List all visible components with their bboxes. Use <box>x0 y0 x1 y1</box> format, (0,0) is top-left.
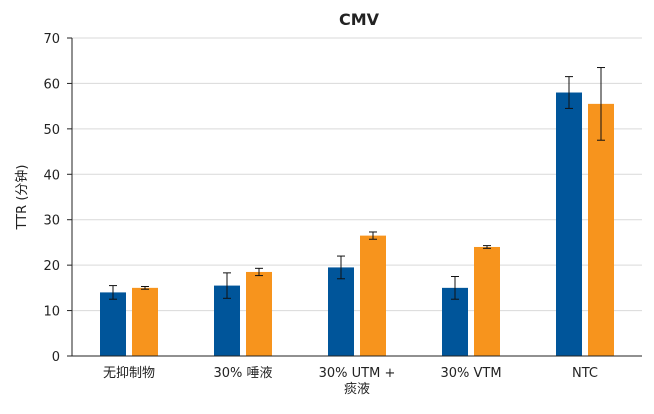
bar <box>556 92 582 356</box>
y-tick-label: 30 <box>43 214 60 229</box>
category-label: 痰液 <box>344 381 370 397</box>
category-label: NTC <box>572 366 598 381</box>
bar <box>360 235 386 356</box>
y-tick-label: 50 <box>43 123 60 138</box>
y-tick-label: 20 <box>43 259 60 274</box>
y-tick-label: 60 <box>43 77 60 92</box>
y-tick-label: 0 <box>52 350 60 365</box>
category-labels: 无抑制物 30% 唾液 30% UTM +痰液 30% VTM NTC <box>103 366 598 397</box>
grid-lines <box>72 37 642 312</box>
category-label: 30% 唾液 <box>213 366 272 381</box>
category-label: 30% UTM + <box>319 366 396 381</box>
bar <box>246 271 272 356</box>
y-axis-label: TTR (分钟) <box>14 165 30 231</box>
y-tick-label: 40 <box>43 168 60 183</box>
bars <box>100 92 614 356</box>
chart-title: CMV <box>339 10 380 29</box>
y-axis-ticks: 0 10 20 30 40 50 60 70 <box>43 32 72 365</box>
bar <box>474 246 500 356</box>
category-label: 无抑制物 <box>103 366 155 381</box>
bar <box>100 292 126 356</box>
bar <box>132 287 158 356</box>
error-bars <box>109 67 605 300</box>
y-tick-label: 10 <box>43 305 60 320</box>
bar <box>328 267 354 356</box>
y-tick-label: 70 <box>43 32 60 47</box>
category-label: 30% VTM <box>440 366 501 381</box>
bar <box>588 103 614 356</box>
